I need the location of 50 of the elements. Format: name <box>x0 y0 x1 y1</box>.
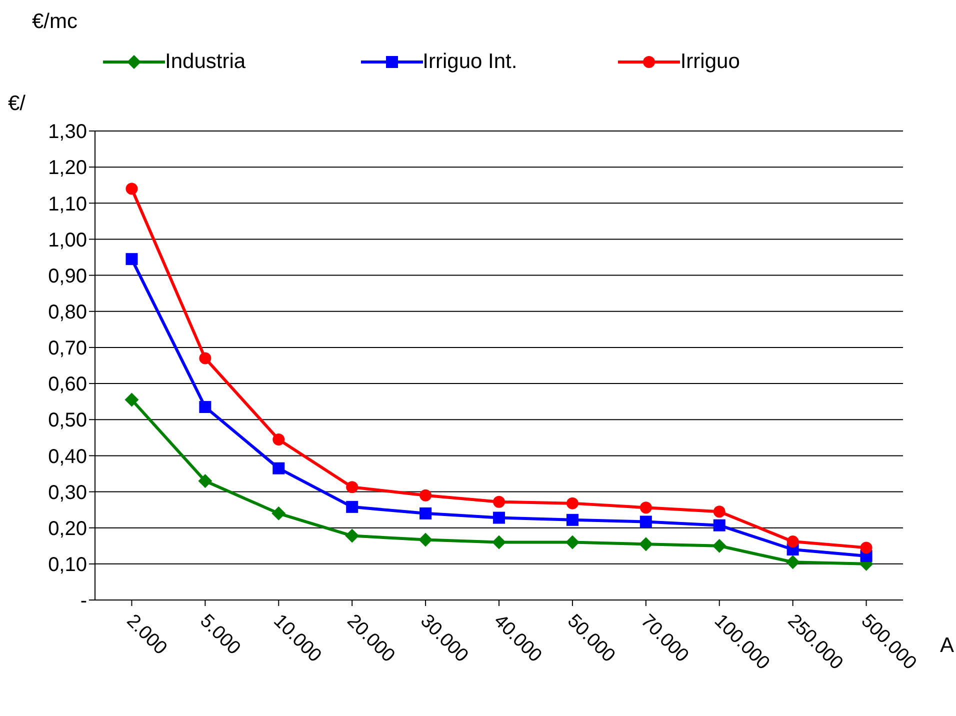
point <box>418 532 433 547</box>
point <box>493 496 505 508</box>
y-tick-label: 1,10 <box>48 193 87 216</box>
point <box>566 514 578 526</box>
y-tick-label: 0,70 <box>48 338 87 360</box>
y-axis-title: €/ <box>8 92 26 116</box>
point <box>640 516 652 528</box>
point <box>640 502 652 514</box>
point <box>493 512 505 524</box>
point <box>713 506 726 518</box>
y-tick-label: 0,60 <box>48 374 87 396</box>
point <box>420 507 432 520</box>
x-axis-title: A <box>940 634 954 658</box>
point <box>638 537 653 552</box>
point <box>272 506 286 520</box>
point <box>346 500 358 513</box>
point <box>860 542 872 554</box>
point <box>786 536 799 548</box>
legend-label: Irriguo Int. <box>422 50 518 74</box>
y-tick-label: - <box>80 590 87 612</box>
y-tick-label: 1,20 <box>48 157 87 180</box>
chart-title: €/mc <box>32 10 78 34</box>
y-tick-label: 1,30 <box>48 121 87 144</box>
point <box>786 555 800 570</box>
point <box>566 497 578 510</box>
y-tick-label: 0,10 <box>48 554 87 576</box>
y-tick-label: 0,90 <box>48 265 87 288</box>
point <box>199 352 212 364</box>
y-tick-label: 0,50 <box>48 410 87 432</box>
point <box>126 182 138 195</box>
point <box>346 481 358 494</box>
legend-label: Irriguo <box>680 50 740 74</box>
y-tick-label: 0,30 <box>48 482 87 504</box>
y-tick-label: 0,40 <box>48 446 87 468</box>
y-tick-label: 0,80 <box>48 301 87 324</box>
point <box>272 462 285 474</box>
point <box>198 474 212 488</box>
point <box>272 433 285 446</box>
point <box>345 528 360 543</box>
point <box>124 392 139 407</box>
point <box>565 535 580 550</box>
point <box>199 400 212 413</box>
point <box>713 519 726 532</box>
point <box>126 253 138 266</box>
legend-label: Industria <box>165 50 246 74</box>
point <box>712 538 726 553</box>
point <box>420 489 432 502</box>
point <box>492 535 506 550</box>
y-tick-label: 0,20 <box>48 518 87 540</box>
y-tick-label: 1,00 <box>48 229 87 252</box>
